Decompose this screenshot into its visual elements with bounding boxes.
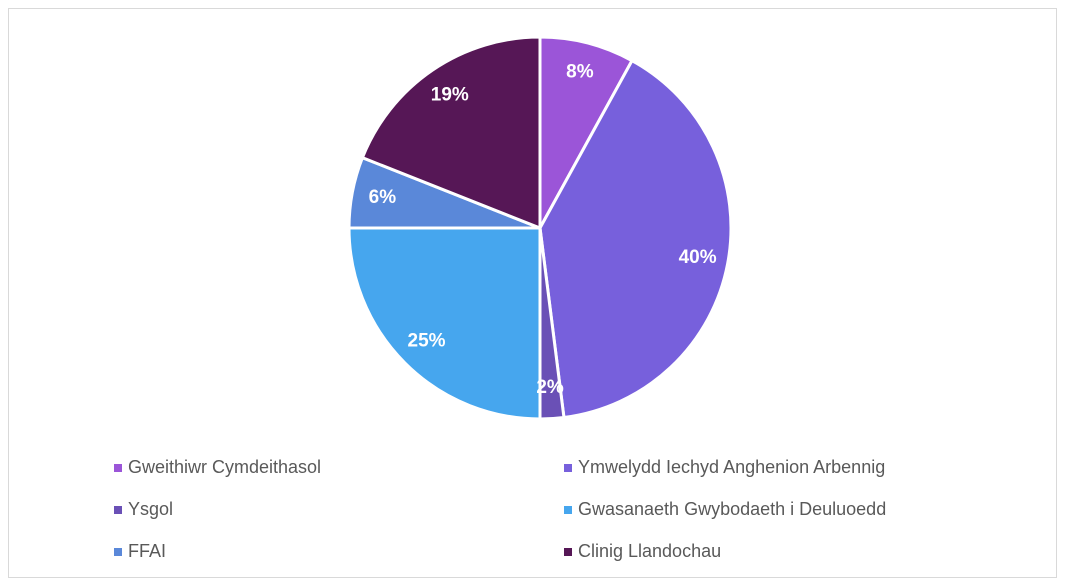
pie-slice [347,226,542,421]
legend-label: Gweithiwr Cymdeithasol [128,457,321,477]
legend-marker [564,506,572,514]
data-label: 40% [679,247,717,268]
pie-slice [538,35,635,229]
data-label: 6% [369,187,397,208]
pie-slice [360,35,542,231]
legend-marker [564,464,572,472]
legend-label: Ymwelydd Iechyd Anghenion Arbennig [578,457,885,477]
legend-marker [114,548,122,556]
legend-label: Gwasanaeth Gwybodaeth i Deuluoedd [578,499,886,519]
data-label: 8% [566,62,594,83]
legend-label: FFAI [128,541,166,561]
pie-slice [538,58,733,420]
legend-label: Clinig Llandochau [578,541,721,561]
data-label: 25% [408,330,446,351]
legend-label: Ysgol [128,499,173,519]
legend-marker [114,506,122,514]
data-label: 2% [536,377,564,398]
data-label: 19% [431,84,469,105]
legend-marker [564,548,572,556]
legend-marker [114,464,122,472]
